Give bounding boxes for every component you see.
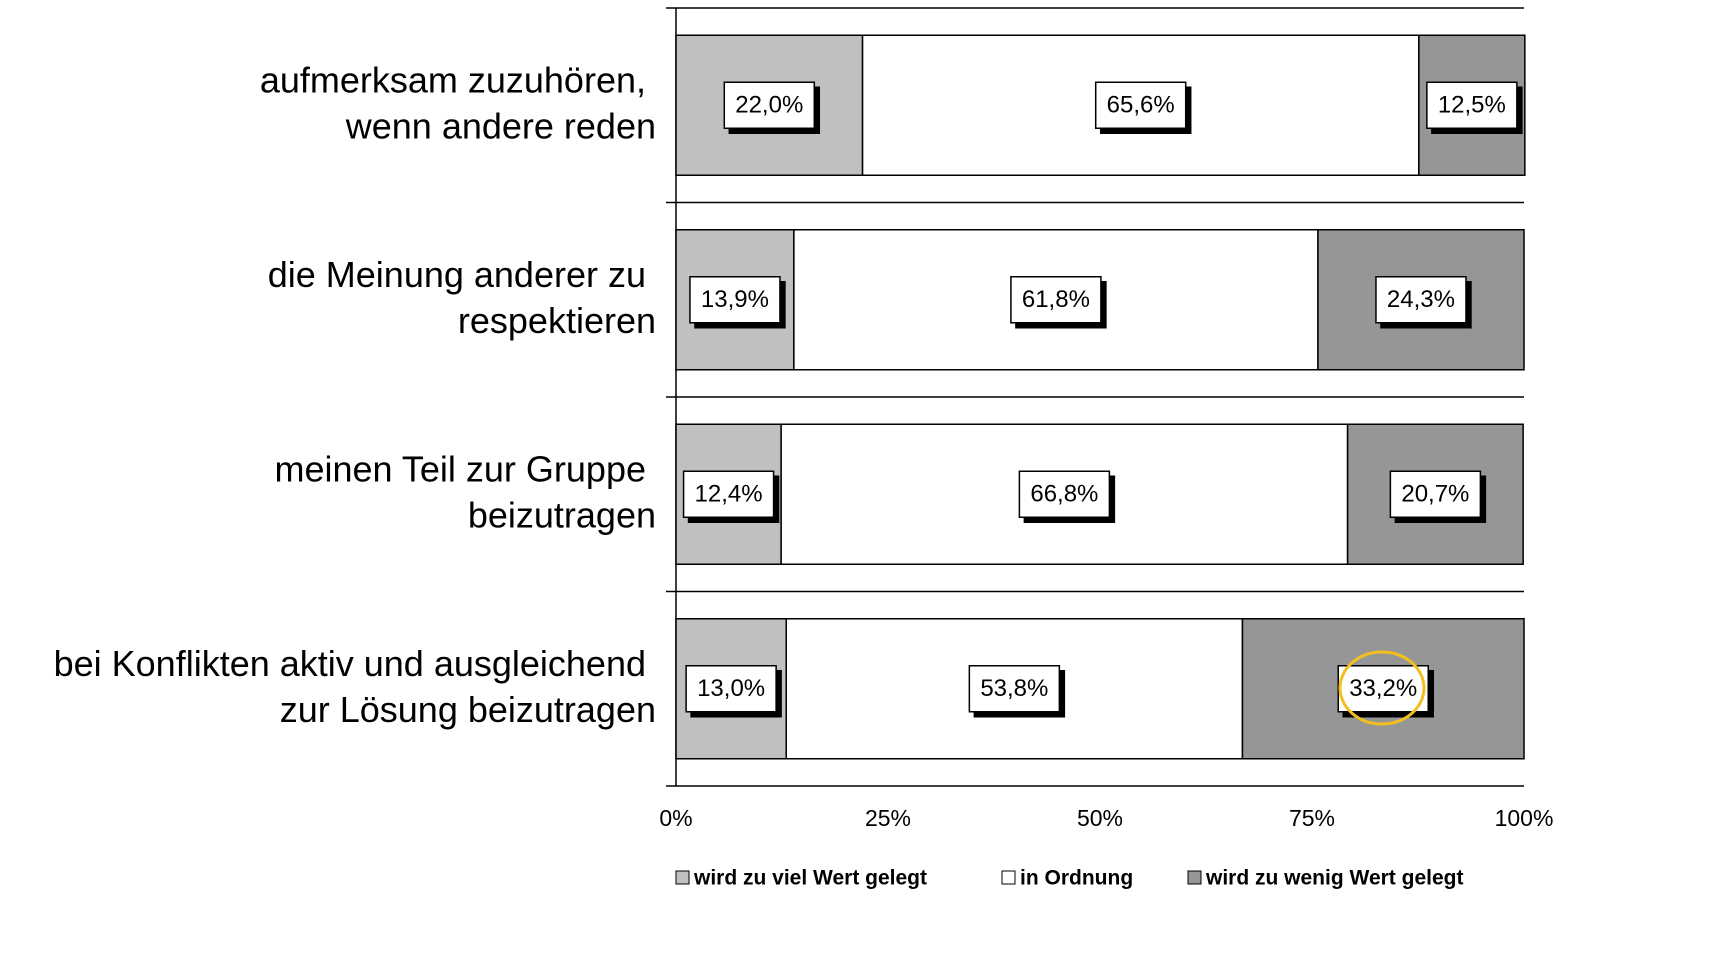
value-label: 20,7% bbox=[1401, 481, 1469, 508]
x-tick-label: 0% bbox=[659, 805, 692, 831]
value-label: 12,5% bbox=[1438, 92, 1506, 119]
value-label: 12,4% bbox=[695, 481, 763, 508]
value-label: 13,9% bbox=[701, 286, 769, 313]
value-label-box bbox=[1389, 470, 1482, 518]
value-label-box bbox=[1426, 81, 1518, 129]
value-label-box bbox=[723, 81, 816, 129]
legend-swatch bbox=[1187, 870, 1202, 885]
category-label: die Meinung anderer zu respektieren bbox=[268, 253, 656, 340]
value-label-box bbox=[685, 665, 777, 713]
value-label-box bbox=[1018, 470, 1111, 518]
legend-swatch bbox=[1001, 870, 1016, 885]
category-label: aufmerksam zuzuhören, wenn andere reden bbox=[260, 59, 656, 146]
value-label: 53,8% bbox=[980, 675, 1048, 702]
value-label: 24,3% bbox=[1387, 286, 1455, 313]
value-label-box bbox=[1094, 81, 1187, 129]
value-label: 22,0% bbox=[735, 92, 803, 119]
value-label-box bbox=[1375, 276, 1467, 324]
x-tick-label: 75% bbox=[1289, 805, 1335, 831]
value-label-box bbox=[968, 665, 1061, 713]
value-label: 61,8% bbox=[1022, 286, 1090, 313]
bar-segment bbox=[675, 34, 864, 176]
x-tick-label: 50% bbox=[1077, 805, 1123, 831]
highlight-circle bbox=[1338, 650, 1426, 726]
value-label: 13,0% bbox=[697, 675, 765, 702]
value-label-box bbox=[682, 470, 775, 518]
category-label: bei Konflikten aktiv und ausgleichend zu… bbox=[54, 642, 656, 729]
legend-label: in Ordnung bbox=[1020, 867, 1133, 890]
legend-label: wird zu viel Wert gelegt bbox=[693, 867, 927, 890]
value-label: 65,6% bbox=[1107, 92, 1175, 119]
legend-label: wird zu wenig Wert gelegt bbox=[1205, 867, 1463, 890]
category-label: meinen Teil zur Gruppe beizutragen bbox=[274, 448, 656, 535]
value-label-box bbox=[1337, 665, 1429, 713]
value-label: 33,2% bbox=[1349, 675, 1417, 702]
value-label: 66,8% bbox=[1030, 481, 1098, 508]
value-label-box bbox=[1010, 276, 1102, 324]
legend-swatch bbox=[675, 870, 690, 885]
x-tick-label: 25% bbox=[865, 805, 911, 831]
x-tick-label: 100% bbox=[1495, 805, 1554, 831]
value-label-box bbox=[689, 276, 781, 324]
